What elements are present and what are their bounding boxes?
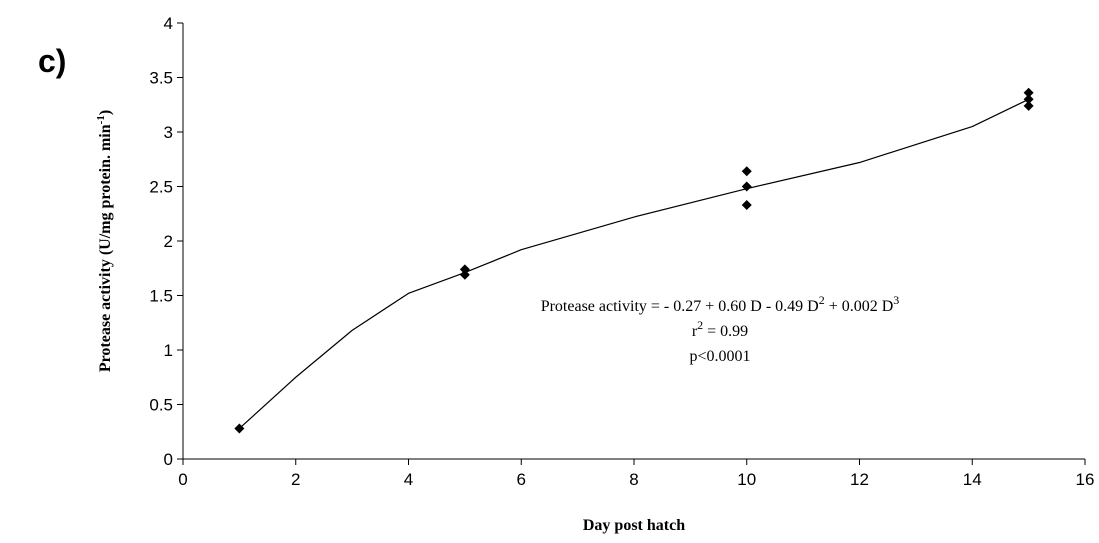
y-label-sup: -1 (95, 115, 107, 124)
y-tick-label: 3 (164, 123, 173, 142)
equation: Protease activity = - 0.27 + 0.60 D - 0.… (541, 293, 900, 365)
data-point (741, 200, 752, 211)
superscript: 2 (819, 293, 825, 307)
data-point (1023, 100, 1034, 111)
y-label-part: ) (97, 110, 114, 115)
y-tick-label: 0 (164, 450, 173, 469)
y-tick-label: 2.5 (149, 178, 173, 197)
y-tick-label: 3.5 (149, 69, 173, 88)
x-tick-label: 4 (404, 470, 413, 489)
x-tick-label: 10 (737, 470, 756, 489)
x-tick-label: 2 (291, 470, 300, 489)
x-tick-label: 6 (517, 470, 526, 489)
equation-text: Protease activity = - 0.27 + 0.60 D - 0.… (541, 298, 819, 315)
y-tick-label: 2 (164, 232, 173, 251)
equation-line: r2 = 0.99 (692, 318, 748, 340)
y-axis-label: Protease activity (U/mg protein. min-1) (95, 110, 114, 372)
panel-label: c) (38, 43, 66, 79)
y-tick-label: 1.5 (149, 287, 173, 306)
equation-text: p<0.0001 (689, 348, 750, 365)
y-label-part: Protease activity (U/mg protein. min (97, 124, 114, 372)
superscript: 2 (697, 318, 703, 332)
equation-text: r (692, 323, 698, 340)
data-point (741, 166, 752, 177)
equation-line: Protease activity = - 0.27 + 0.60 D - 0.… (541, 293, 900, 315)
fit-curve (238, 98, 1029, 429)
equation-text: + 0.002 D (825, 298, 894, 315)
x-tick-label: 14 (963, 470, 982, 489)
x-axis-label: Day post hatch (583, 517, 685, 534)
x-tick-label: 16 (1076, 470, 1095, 489)
x-tick-label: 8 (629, 470, 638, 489)
data-point (1023, 87, 1034, 98)
data-point (459, 269, 470, 280)
superscript: 3 (893, 293, 899, 307)
equation-line: p<0.0001 (689, 348, 750, 365)
x-tick-label: 12 (850, 470, 869, 489)
x-tick-label: 0 (178, 470, 187, 489)
y-tick-label: 0.5 (149, 396, 173, 415)
y-tick-label: 1 (164, 341, 173, 360)
equation-text: = 0.99 (703, 323, 748, 340)
y-tick-label: 4 (164, 14, 173, 33)
